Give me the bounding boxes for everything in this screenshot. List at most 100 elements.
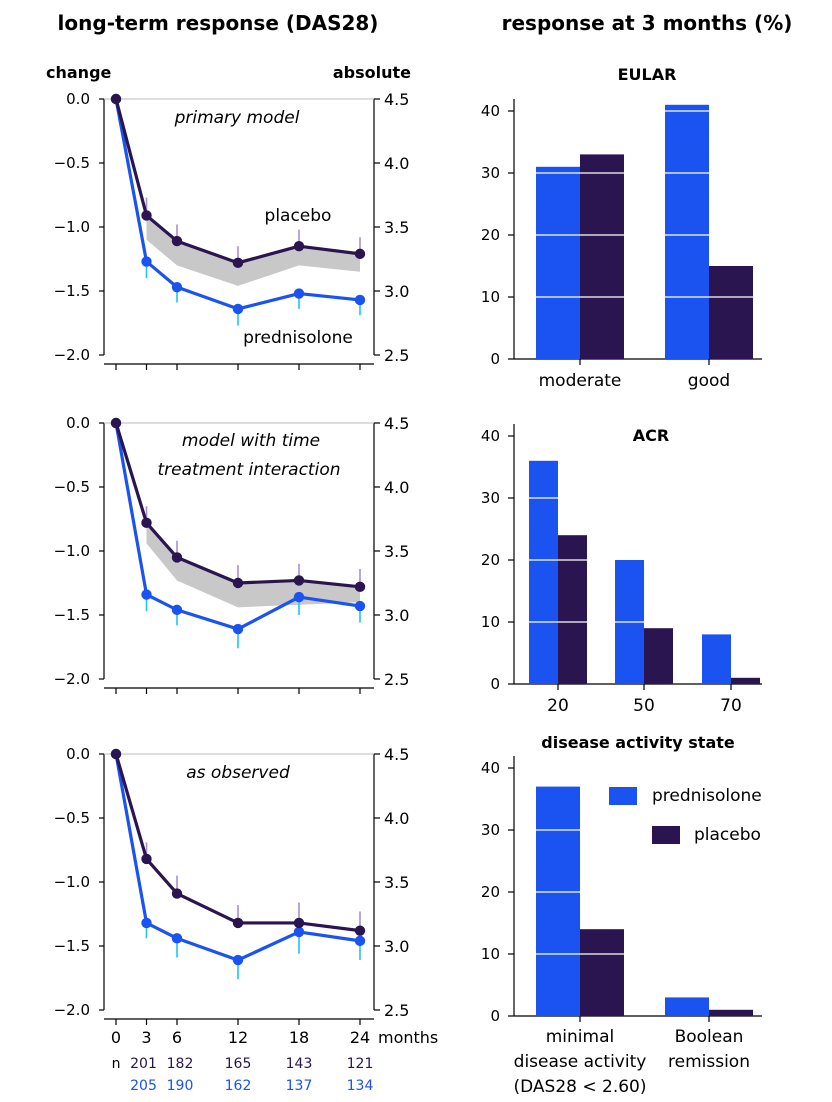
data-point-prednisolone [232,303,244,315]
y-tick-label-left: −1.0 [54,218,90,236]
data-point-placebo [232,257,244,269]
data-point-prednisolone [354,294,366,306]
panel-title: primary model [174,108,300,128]
bar-placebo [644,628,673,684]
panel-title: as observed [186,763,290,783]
y-tick-label-right: 2.5 [384,670,409,689]
data-point-placebo [354,248,366,260]
data-point-prednisolone [171,604,183,616]
data-point-prednisolone [232,954,244,966]
x-tick-label: 3 [141,1028,151,1047]
data-point-placebo [171,888,183,899]
data-point-prednisolone [171,281,183,293]
y-tick-label-left: 0.0 [66,90,90,108]
y-tick-label-left: −2.0 [54,670,90,688]
bar-prednisolone [665,104,709,359]
bar-placebo [580,929,624,1016]
y-tick-label-right: 4.0 [384,154,409,173]
y-tick-label-right: 4.5 [384,745,409,764]
series-line-placebo [114,422,361,589]
bar-category-label: minimal [546,1027,614,1047]
bar-panel-title: ACR [633,426,669,445]
bar-y-tick-label: 30 [481,821,500,839]
data-point-prednisolone [141,256,152,267]
data-point-placebo [232,917,244,929]
bar-placebo [709,1009,753,1016]
legend-label-placebo: placebo [694,825,761,845]
legend-label-prednisolone: prednisolone [652,786,762,806]
x-tick-label: 18 [289,1028,309,1047]
n-prednisolone-row: 162 [225,1078,252,1094]
y-tick-label-left: −1.5 [54,937,90,955]
y-tick-label-left: −0.5 [54,154,90,172]
y-tick-label-left: −2.0 [54,1001,90,1019]
data-point-prednisolone [354,935,366,947]
y-tick-label-right: 3.5 [384,873,409,892]
right-axis-title: absolute [333,63,411,82]
y-tick-label-right: 4.0 [384,809,409,828]
bar-category-label: 50 [633,696,655,716]
y-tick-label-right: 2.5 [384,346,409,365]
bar-category-label: 70 [720,696,742,716]
n-placebo-row: 201 [130,1056,157,1072]
y-tick-label-left: 0.0 [66,745,90,763]
data-point-placebo [141,210,152,221]
y-tick-label-right: 3.0 [384,937,409,956]
bar-y-tick-label: 40 [481,102,500,120]
data-point-placebo [110,93,122,105]
bar-y-tick-label: 10 [481,288,500,306]
data-point-placebo [354,925,366,936]
bar-category-label: disease activity [514,1052,647,1072]
series-line-prednisolone [114,422,361,631]
left-title: long-term response (DAS28) [58,11,379,35]
bar-y-tick-label: 40 [481,427,500,445]
y-tick-label-left: −1.5 [54,606,90,624]
bar-y-tick-label: 10 [481,945,500,963]
data-point-placebo [141,853,152,865]
bar-y-tick-label: 10 [481,613,500,631]
y-tick-label-right: 4.5 [384,414,409,433]
bar-y-tick-label: 30 [481,489,500,507]
plots-layer: 0.0 −0.5 −1.0 −1.5 −2.0 4.5 4.0 3.5 3.0 2.5 primar… [54,65,762,1097]
bar-prednisolone [702,634,731,684]
n-label: n [112,1056,121,1072]
bar-category-label: (DAS28 < 2.60) [513,1077,646,1097]
y-tick-label-left: −0.5 [54,478,90,496]
bar-placebo [731,677,760,684]
data-point-placebo [293,917,305,929]
y-tick-label-left: 0.0 [66,414,90,432]
bar-y-tick-label: 0 [490,350,500,368]
bar-category-label: 20 [547,696,569,716]
y-tick-label-left: −1.5 [54,282,90,300]
months-label: months [378,1028,438,1047]
x-tick-label: 0 [111,1028,121,1047]
data-point-prednisolone [293,288,305,299]
bar-category-label: Boolean [675,1027,744,1047]
bar-prednisolone [536,786,580,1016]
series-line-prednisolone [114,753,361,962]
y-tick-label-left: −0.5 [54,809,90,827]
bar-y-tick-label: 20 [481,883,500,901]
bar-y-tick-label: 30 [481,164,500,182]
bar-category-label: remission [668,1052,750,1072]
x-tick-label: 6 [172,1028,182,1047]
data-point-placebo [171,552,183,563]
data-point-prednisolone [354,600,366,612]
bar-prednisolone [529,460,558,684]
data-point-prednisolone [141,917,152,929]
y-tick-label-left: −1.0 [54,542,90,560]
y-tick-label-right: 3.5 [384,218,409,237]
series-line-prednisolone [114,98,361,311]
y-tick-label-right: 4.5 [384,90,409,109]
panel-title: model with time [182,431,320,451]
data-point-prednisolone [293,926,305,938]
bar-y-tick-label: 20 [481,226,500,244]
data-point-placebo [293,241,305,252]
legend-swatch-placebo [652,826,680,844]
data-point-prednisolone [293,591,305,603]
data-point-prednisolone [232,623,244,635]
bar-placebo [558,535,587,684]
difference-band [146,216,360,286]
annotation-prednisolone: prednisolone [243,328,353,348]
panel-title: treatment interaction [158,460,341,480]
